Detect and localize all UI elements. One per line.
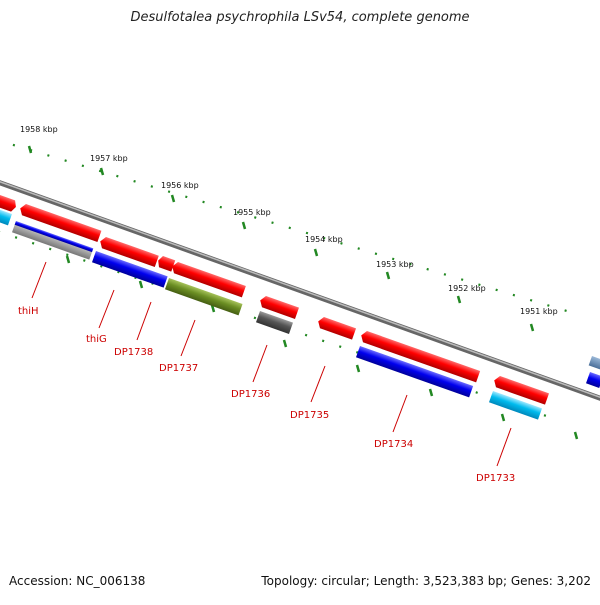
gene-label[interactable]: DP1737 [159,363,198,374]
inner-ruler [0,207,579,440]
outer-ruler: 1958 kbp 1957 kbp 1956 kbp 1955 kbp 1954… [0,125,575,332]
tick-mark [170,194,176,203]
gene-thiG-track[interactable] [91,251,168,288]
gene-DP1737[interactable] [170,261,246,298]
tick-label: 1952 kbp [448,284,486,293]
backbone-line [0,180,600,401]
tick-mark [456,295,462,304]
leader-line [252,344,268,383]
leader-line [31,261,47,299]
tick-label: 1953 kbp [376,260,414,269]
gene-label[interactable]: DP1738 [114,347,153,358]
tick-label: 1956 kbp [161,181,199,190]
leader-line [310,365,326,403]
tick-mark [282,339,288,348]
gene-DP1734-track[interactable] [355,346,474,398]
gene-thiG[interactable] [98,236,159,268]
leader-line [180,319,196,357]
backbone-highlight [0,180,600,399]
gene-DP1736[interactable] [258,295,299,319]
map-title: Desulfotalea psychrophila LSv54, complet… [130,10,470,25]
gene-DP1734[interactable] [359,330,481,383]
gene-label[interactable]: DP1733 [476,473,515,484]
leader-line [98,289,115,329]
gene-DP1733[interactable] [492,375,550,405]
tick-label: 1951 kbp [520,307,558,316]
gene-DP1738[interactable] [156,255,176,272]
gene-edge-blue[interactable] [585,372,600,388]
gene-label[interactable]: DP1734 [374,439,413,450]
tick-label: 1957 kbp [90,154,128,163]
tick-mark [385,271,391,280]
forward-genes [0,193,600,405]
label-leaders [31,261,512,467]
tick-mark [355,364,361,373]
tick-label: 1954 kbp [305,235,343,244]
gene-thiH[interactable] [18,203,102,243]
genome-summary-label: Topology: circular; Length: 3,523,383 bp… [261,574,591,588]
tick-label: 1958 kbp [20,125,58,134]
gene-label[interactable]: DP1736 [231,389,270,400]
accession-label: Accession: NC_006138 [9,574,146,588]
gene-DP1736-track[interactable] [255,311,293,334]
gene-thiH-forward[interactable] [0,193,18,212]
tick-mark [210,304,216,313]
gene-label[interactable]: thiG [86,334,107,345]
gene-DP1737-track[interactable] [164,278,243,316]
gene-thiH-track[interactable] [11,221,94,260]
reverse-genes [0,208,600,420]
tick-label: 1955 kbp [233,208,271,217]
tick-mark [99,167,105,176]
gene-edge-cyan[interactable] [0,208,12,226]
gene-labels: thiH thiG DP1738 DP1737 DP1736 DP1735 DP… [18,306,515,484]
tick-mark [241,221,247,230]
tick-mark [573,431,579,440]
gene-edge-steel[interactable] [588,356,600,370]
tick-mark [27,145,33,154]
tick-mark [529,323,535,332]
tick-mark [428,388,434,397]
tick-mark [313,248,319,257]
gene-label[interactable]: thiH [18,306,39,317]
gene-DP1735[interactable] [316,316,357,340]
gene-DP1733-track[interactable] [488,391,543,420]
tick-mark [138,280,144,289]
genome-backbone [0,180,600,401]
tick-mark [500,413,506,422]
tick-mark [65,255,71,264]
gene-label[interactable]: DP1735 [290,410,329,421]
leader-line [392,394,408,433]
leader-line [136,301,152,341]
leader-line [496,427,512,467]
